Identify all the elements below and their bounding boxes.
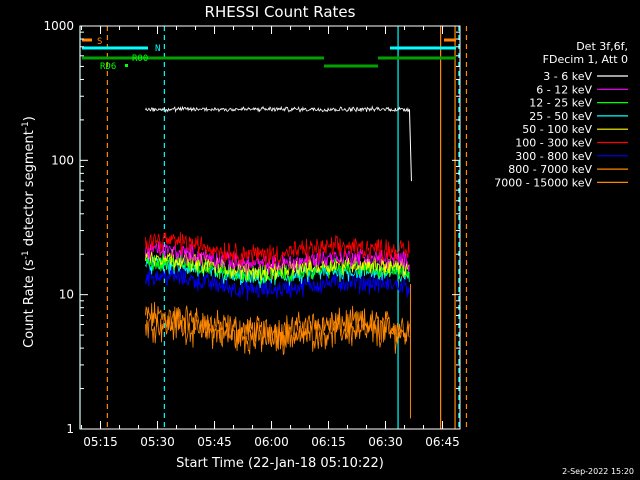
flag-label-rd6: RD6 (100, 62, 116, 72)
legend-label-4: 50 - 100 keV (522, 123, 592, 136)
legend-header-line: Det 3f,6f, (576, 40, 628, 53)
y-tick-label: 10 (59, 288, 74, 302)
series-trace-6 (145, 265, 410, 301)
legend-label-5: 100 - 300 keV (515, 137, 592, 150)
x-tick-label: 05:15 (83, 435, 118, 449)
legend-label-6: 300 - 800 keV (515, 150, 592, 163)
x-tick-label: 06:15 (311, 435, 346, 449)
trace-dropoff (408, 109, 412, 182)
chart-title: RHESSI Count Rates (205, 3, 356, 21)
y-tick-label: 1000 (43, 19, 74, 33)
series-trace-8 (145, 312, 410, 356)
legend-label-8: 7000 - 15000 keV (494, 176, 592, 189)
flag-dot-rd6 (125, 64, 128, 67)
y-tick-label: 1 (66, 422, 74, 436)
flag-label-n: N (155, 44, 160, 54)
x-tick-label: 06:00 (254, 435, 289, 449)
x-tick-label: 06:30 (368, 435, 403, 449)
series-trace-5 (145, 231, 410, 266)
legend-label-1: 6 - 12 keV (536, 83, 592, 96)
x-tick-label: 06:45 (425, 435, 460, 449)
series-trace-1 (145, 241, 410, 275)
legend-label-0: 3 - 6 keV (543, 70, 592, 83)
y-axis-label: Count Rate (s-1 detector segment-1) (21, 116, 37, 348)
x-tick-label: 05:30 (140, 435, 175, 449)
legend-label-3: 25 - 50 keV (529, 110, 592, 123)
plot-frame (79, 25, 461, 430)
legend-header-line: FDecim 1, Att 0 (543, 53, 628, 66)
x-axis-label: Start Time (22-Jan-18 05:10:22) (176, 456, 384, 471)
flag-label-r00: R00 (132, 54, 148, 64)
legend-label-7: 800 - 7000 keV (508, 163, 592, 176)
x-tick-label: 05:45 (197, 435, 232, 449)
series-trace-0 (145, 105, 410, 114)
footer-date: 2-Sep-2022 15:20 (562, 467, 634, 476)
y-tick-label: 100 (51, 153, 74, 167)
legend-label-2: 12 - 25 keV (529, 97, 592, 110)
flag-label-s: S (97, 37, 102, 47)
